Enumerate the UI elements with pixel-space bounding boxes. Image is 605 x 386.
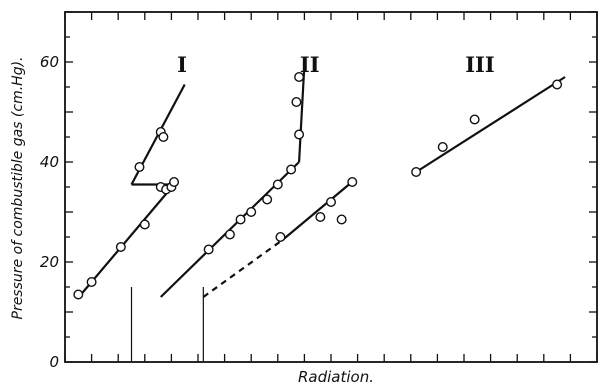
data-point-ii <box>262 194 273 205</box>
data-point-ii <box>326 196 337 207</box>
plot-border <box>64 11 598 363</box>
y-axis-ticks: 0 20 40 60 <box>40 11 597 371</box>
data-point-ii <box>286 164 297 175</box>
x-axis-ticks <box>64 12 598 362</box>
reference-marks <box>130 287 204 362</box>
data-point-ii <box>224 229 235 240</box>
curve-labels: I II III <box>177 52 495 77</box>
curve-label: I <box>177 52 187 77</box>
data-point-ii <box>272 179 283 190</box>
data-point-ii <box>291 96 302 107</box>
data-point-ii <box>246 206 257 217</box>
data-point-iii <box>437 141 448 152</box>
data-point-i <box>134 161 145 172</box>
data-point-i <box>139 219 150 230</box>
fit-line-ii <box>282 178 356 241</box>
data-point-ii <box>336 214 347 225</box>
y-tick-label: 60 <box>40 53 59 71</box>
fit-line-ii <box>202 238 284 298</box>
data-point-i <box>86 277 97 288</box>
data-point-ii <box>235 214 246 225</box>
data-point-ii <box>294 71 305 82</box>
y-tick-label: 40 <box>40 153 59 171</box>
data-point-ii <box>347 176 358 187</box>
data-point-i <box>73 289 84 300</box>
x-axis-label: Radiation. <box>298 368 374 386</box>
data-point-i <box>115 241 126 252</box>
data-point-ii <box>315 211 326 222</box>
curve-label: II <box>300 52 320 77</box>
data-point-ii <box>275 231 286 242</box>
data-point-iii <box>469 114 480 125</box>
fit-line-i <box>80 183 175 296</box>
data-point-iii <box>552 79 563 90</box>
fit-line-iii <box>415 76 566 173</box>
plot-frame <box>64 11 598 363</box>
data-point-ii <box>294 129 305 140</box>
data-point-ii <box>203 244 214 255</box>
y-axis-label: Pressure of combustible gas (cm.Hg). <box>10 57 26 320</box>
data-point-i <box>158 131 169 142</box>
y-tick-label: 0 <box>49 353 59 371</box>
fit-line-ii <box>297 64 306 163</box>
y-tick-label: 20 <box>40 253 59 271</box>
data-point-i <box>169 176 180 187</box>
fit-lines <box>80 64 566 298</box>
data-points <box>73 71 563 300</box>
curve-label: III <box>465 52 494 77</box>
data-point-iii <box>411 166 422 177</box>
